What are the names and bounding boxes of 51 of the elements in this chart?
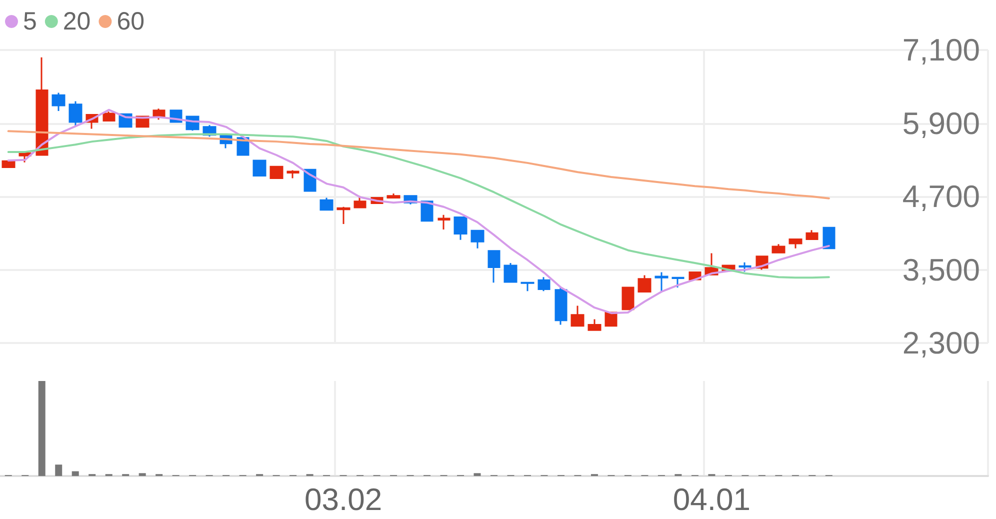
candlestick [470,230,484,250]
bar [138,473,146,476]
candlestick [788,238,802,250]
candlestick [336,206,350,225]
legend-label: 5 [23,8,37,36]
candlestick [738,262,752,272]
line-series [7,133,830,279]
legend-label: 20 [62,8,91,36]
candlestick [538,276,550,292]
candlestick [102,110,116,122]
candlestick [354,195,366,208]
line-series [7,130,830,200]
candlestick [438,214,450,230]
candlestick [420,200,434,222]
candlestick [772,243,786,254]
candlestick [638,274,652,292]
candlestick [554,286,568,326]
bar [474,473,481,476]
candlestick [152,108,166,120]
candlestick [806,229,818,240]
candlestick [488,250,500,284]
candlestick [252,160,266,176]
y-tick-label: 3,500 [902,252,980,288]
line-series [7,108,830,314]
candlestick [604,312,618,327]
candlestick [320,196,334,211]
x-tick-label: 04.01 [672,482,750,517]
candlestick [270,166,284,179]
candlestick [286,170,300,179]
candlestick [588,318,602,331]
candlestick [654,271,668,292]
candlestick [454,216,468,241]
bar [38,381,46,476]
bar [55,464,62,476]
candlestick [504,262,518,283]
y-tick-label: 5,900 [902,106,980,141]
candlestick [52,92,66,112]
candlestick [2,159,16,169]
legend-label: 60 [116,8,145,36]
x-tick-label: 03.02 [304,482,382,517]
y-tick-label: 4,700 [902,179,980,214]
y-tick-label: 7,100 [902,32,980,68]
candlestick [672,276,684,288]
candlestick [822,226,836,250]
candlestick [622,286,634,310]
candlestick [520,282,534,292]
candlestick [68,100,82,128]
y-tick-label: 2,300 [902,326,980,360]
candlestick [570,305,584,327]
candlestick [386,192,400,198]
bar [72,471,79,476]
